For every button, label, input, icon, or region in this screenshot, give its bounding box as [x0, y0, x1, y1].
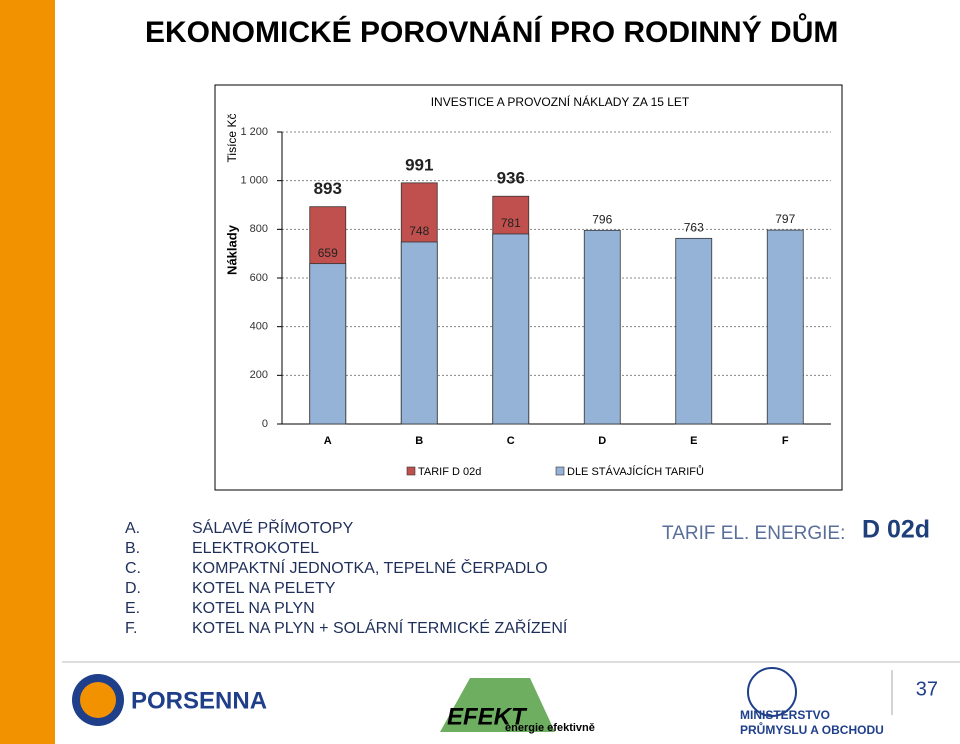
- y-tick-label: 200: [250, 369, 268, 381]
- y-tick-label: 800: [250, 223, 268, 235]
- list-letter: D.: [125, 580, 141, 597]
- logo-porsenna: PORSENNA: [131, 687, 267, 714]
- y-tick-label: 1 200: [240, 126, 268, 138]
- data-label: 781: [501, 216, 521, 230]
- data-label: 797: [775, 212, 795, 226]
- efekt-icon: [440, 678, 555, 732]
- list-letter: A.: [125, 520, 140, 537]
- logo-mpo-1: MINISTERSTVO: [740, 708, 830, 722]
- legend-swatch: [555, 466, 565, 476]
- legend-label: TARIF D 02d: [418, 466, 481, 478]
- x-tick-label: C: [507, 435, 515, 447]
- data-label: 991: [405, 155, 433, 174]
- list-text: KOTEL NA PLYN + SOLÁRNÍ TERMICKÉ ZAŘÍZEN…: [192, 618, 568, 637]
- list-letter: F.: [125, 620, 137, 637]
- x-tick-label: E: [690, 435, 697, 447]
- data-label: 796: [592, 212, 612, 226]
- legend-list: A. SÁLAVÉ PŘÍMOTOPY B. ELEKTROKOTEL C. KOMPAK…: [125, 518, 568, 637]
- data-label: 893: [314, 179, 342, 198]
- data-label: 659: [318, 246, 338, 260]
- logo-efekt: EFEKT: [447, 703, 528, 730]
- bar: [675, 237, 713, 425]
- tariff-value: D 02d: [862, 516, 930, 544]
- x-tick-label: D: [598, 435, 606, 447]
- list-text: KOMPAKTNÍ JEDNOTKA, TEPELNÉ ČERPADLO: [192, 558, 548, 577]
- x-tick-label: F: [782, 435, 789, 447]
- x-tick-label: A: [324, 435, 332, 447]
- x-tick-label: B: [415, 435, 423, 447]
- y-tick-label: 400: [250, 321, 268, 333]
- side-bar: [0, 0, 55, 744]
- chart-title: INVESTICE A PROVOZNÍ NÁKLADY ZA 15 LET: [431, 94, 690, 109]
- list-text: SÁLAVÉ PŘÍMOTOPY: [192, 518, 354, 537]
- tariff-label: TARIF EL. ENERGIE:: [662, 523, 845, 544]
- y-axis-label: Náklady: [224, 224, 239, 275]
- slide-title: EKONOMICKÉ POROVNÁNÍ PRO RODINNÝ DŮM: [145, 13, 838, 49]
- legend-swatch: [406, 466, 416, 476]
- logo-efekt-sub: energie efektivně: [505, 722, 595, 734]
- plot: 0 200 400 600 800 1 000 1 200 A B C D E F 893 991 936 65…: [240, 126, 831, 478]
- list-text: ELEKTROKOTEL: [192, 540, 319, 557]
- bar: [309, 263, 347, 425]
- list-text: KOTEL NA PELETY: [192, 580, 336, 597]
- y-tick-label: 1 000: [240, 175, 268, 187]
- data-label: 748: [409, 224, 429, 238]
- list-letter: B.: [125, 540, 140, 557]
- porsenna-icon-inner: [80, 682, 116, 718]
- bar: [400, 241, 438, 425]
- list-letter: E.: [125, 600, 140, 617]
- bar: [766, 229, 804, 425]
- logo-mpo-2: PRŮMYSLU A OBCHODU: [740, 721, 884, 737]
- data-label: 936: [497, 169, 525, 188]
- bar: [492, 233, 530, 425]
- y-tick-label: 0: [262, 418, 268, 430]
- mpo-icon: [747, 667, 797, 717]
- page-number: 37: [916, 678, 938, 700]
- bar: [583, 229, 621, 425]
- list-text: KOTEL NA PLYN: [192, 600, 315, 617]
- y-axis-unit: Tisíce Kč: [225, 114, 239, 163]
- data-label: 763: [684, 221, 704, 235]
- legend-label: DLE STÁVAJÍCÍCH TARIFŮ: [567, 465, 704, 478]
- list-letter: C.: [125, 560, 141, 577]
- y-tick-label: 600: [250, 272, 268, 284]
